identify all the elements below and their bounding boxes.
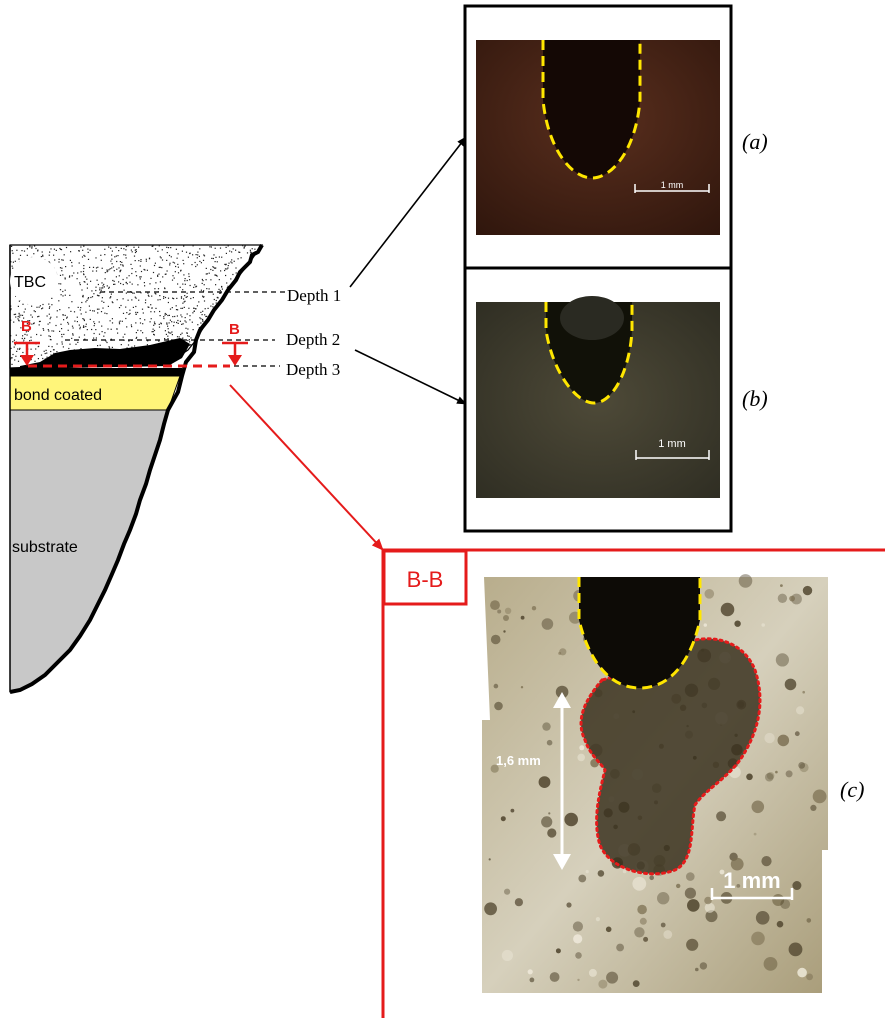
micrograph-b: 1 mm — [476, 296, 720, 498]
damage-outline — [579, 637, 762, 876]
depth1-label: Depth 1 — [287, 286, 341, 305]
indent-a — [543, 40, 640, 178]
coating-schematic: TBC B B bond coated substrate Depth 1 De… — [9, 244, 341, 694]
panel-label-c: (c) — [840, 777, 864, 802]
scale-bar-b: 1 mm — [635, 438, 710, 460]
arrow-depth2-to-b — [354, 349, 467, 405]
damage-zone — [581, 638, 760, 874]
scale-label-c: 1 mm — [723, 868, 780, 893]
scale-label-a: 1 mm — [661, 180, 684, 190]
indent-outline-c — [577, 577, 702, 690]
substrate-label: substrate — [12, 539, 78, 556]
depth-measure-arrow: 1,6 mm — [496, 692, 571, 870]
section-marker-right-label: B — [229, 321, 240, 338]
panel-label-b: (b) — [742, 386, 768, 411]
indent-outline-b — [544, 302, 634, 405]
section-marker-left-label: B — [21, 318, 32, 335]
panel-label-a: (a) — [742, 129, 768, 154]
tbc-label-bg — [10, 257, 58, 305]
eroded-interface — [20, 338, 190, 369]
depth-measure-label: 1,6 mm — [496, 753, 541, 768]
section-marker-right — [222, 341, 248, 366]
arrow-depth1-to-a — [349, 136, 467, 288]
micrograph-c: 1,6 mm 1 mm — [482, 574, 828, 993]
section-marker-left — [14, 341, 40, 366]
depth3-label: Depth 3 — [286, 360, 340, 379]
micrograph-a: 1 mm — [476, 40, 720, 235]
section-title: B-B — [407, 567, 444, 592]
depth2-label: Depth 2 — [286, 330, 340, 349]
bond-top-strip — [10, 368, 182, 376]
arrow-section-to-bb — [229, 384, 384, 551]
bond-coat-label: bond coated — [14, 387, 102, 404]
scale-bar-a: 1 mm — [634, 180, 710, 193]
indent-outline-a — [541, 40, 642, 180]
indent-c — [579, 577, 700, 688]
scale-label-b: 1 mm — [658, 438, 686, 450]
tbc-label: TBC — [14, 274, 46, 291]
scale-bar-c: 1 mm — [710, 868, 794, 900]
indent-tip-b — [560, 296, 624, 340]
section-bb-frame: B-B — [381, 548, 885, 1018]
